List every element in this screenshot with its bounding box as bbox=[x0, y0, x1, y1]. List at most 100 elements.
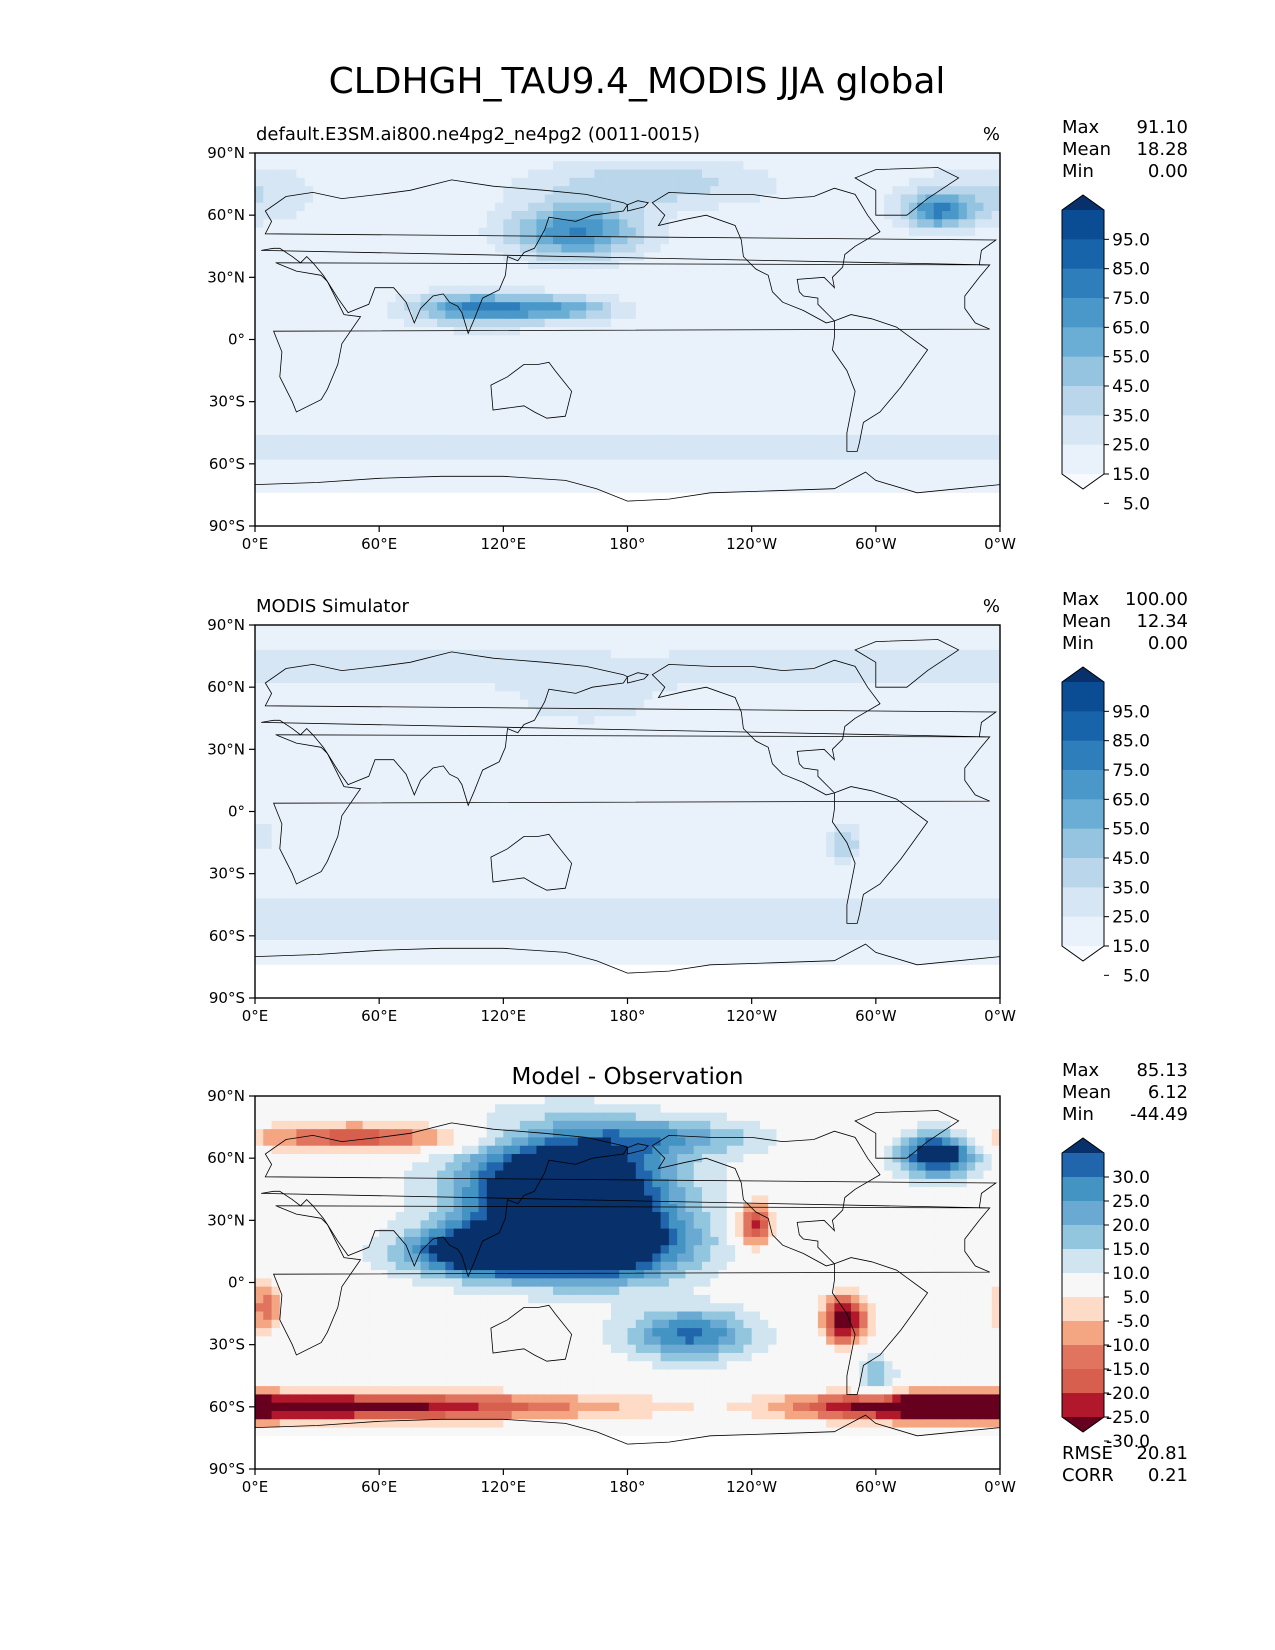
field-cell bbox=[602, 451, 612, 461]
field-cell bbox=[453, 235, 463, 245]
stat-label: Min bbox=[1062, 161, 1094, 182]
field-cell bbox=[726, 625, 736, 634]
field-cell bbox=[892, 227, 902, 237]
field-cell bbox=[428, 641, 438, 651]
field-cell bbox=[635, 451, 645, 461]
field-cell bbox=[668, 310, 678, 320]
field-cell bbox=[379, 194, 389, 204]
field-cell bbox=[519, 244, 529, 254]
field-cell bbox=[412, 393, 422, 403]
field-cell bbox=[296, 186, 306, 196]
field-cell bbox=[304, 244, 314, 254]
field-cell bbox=[370, 177, 380, 187]
field-cell bbox=[544, 202, 554, 212]
field-cell bbox=[602, 202, 612, 212]
field-cell bbox=[519, 625, 529, 634]
field-cell bbox=[958, 318, 968, 328]
field-cell bbox=[561, 235, 571, 245]
field-cell bbox=[445, 451, 455, 461]
field-cell bbox=[312, 641, 322, 651]
field-cell bbox=[851, 368, 860, 378]
field-cell bbox=[519, 641, 529, 651]
field-cell bbox=[461, 658, 471, 668]
field-cell bbox=[511, 235, 521, 245]
field-cell bbox=[875, 269, 885, 278]
field-cell bbox=[933, 252, 943, 262]
field-cell bbox=[950, 235, 960, 245]
field-cell bbox=[834, 186, 844, 196]
field-cell bbox=[668, 674, 678, 684]
field-cell bbox=[950, 443, 960, 452]
field-cell bbox=[809, 443, 819, 452]
field-cell bbox=[776, 202, 786, 212]
field-cell bbox=[851, 476, 860, 486]
field-cell bbox=[544, 351, 554, 361]
field-cell bbox=[917, 186, 927, 196]
field-cell bbox=[370, 666, 380, 676]
field-cell bbox=[685, 376, 695, 386]
field-cell bbox=[329, 252, 339, 262]
field-cell bbox=[627, 641, 637, 651]
field-cell bbox=[842, 161, 852, 171]
field-cell bbox=[354, 177, 364, 187]
field-cell bbox=[859, 633, 869, 643]
field-cell bbox=[610, 459, 620, 469]
field-cell bbox=[718, 385, 728, 394]
field-cell bbox=[685, 633, 695, 643]
field-cell bbox=[735, 244, 744, 254]
field-cell bbox=[387, 277, 397, 287]
field-cell bbox=[826, 666, 836, 676]
field-cell bbox=[652, 426, 662, 436]
field-cell bbox=[635, 467, 645, 477]
field-cell bbox=[900, 227, 910, 237]
field-cell bbox=[908, 351, 918, 361]
field-cell bbox=[925, 484, 935, 494]
field-cell bbox=[751, 244, 761, 254]
field-cell bbox=[735, 219, 744, 229]
field-cell bbox=[726, 641, 736, 651]
field-cell bbox=[337, 202, 347, 212]
field-cell bbox=[370, 418, 380, 428]
field-cell bbox=[619, 277, 629, 287]
field-cell bbox=[851, 401, 860, 411]
field-cell bbox=[553, 260, 562, 270]
field-cell bbox=[610, 318, 620, 328]
field-cell bbox=[892, 360, 902, 370]
field-cell bbox=[594, 285, 604, 295]
field-cell bbox=[619, 674, 629, 684]
field-cell bbox=[362, 443, 372, 452]
field-cell bbox=[867, 683, 877, 692]
field-cell bbox=[346, 302, 355, 312]
field-cell bbox=[536, 252, 546, 262]
field-cell bbox=[519, 484, 529, 494]
field-cell bbox=[859, 360, 869, 370]
field-cell bbox=[817, 633, 827, 643]
field-cell bbox=[892, 310, 902, 320]
field-cell bbox=[404, 666, 413, 676]
field-cell bbox=[404, 277, 413, 287]
field-cell bbox=[718, 666, 728, 676]
field-cell bbox=[561, 641, 571, 651]
field-cell bbox=[726, 658, 736, 668]
field-cell bbox=[718, 244, 728, 254]
field-cell bbox=[884, 451, 893, 461]
field-cell bbox=[975, 385, 985, 394]
field-cell bbox=[478, 649, 488, 659]
field-cell bbox=[751, 467, 761, 477]
field-cell bbox=[553, 658, 562, 668]
field-cell bbox=[346, 343, 355, 353]
field-cell bbox=[337, 658, 347, 668]
field-cell bbox=[635, 177, 645, 187]
field-cell bbox=[395, 343, 405, 353]
field-cell bbox=[801, 476, 811, 486]
field-cell bbox=[445, 443, 455, 452]
field-cell bbox=[635, 426, 645, 436]
field-cell bbox=[370, 393, 380, 403]
field-cell bbox=[851, 625, 860, 634]
y-tick-label: 60°S bbox=[209, 455, 245, 473]
field-cell bbox=[337, 219, 347, 229]
field-cell bbox=[958, 666, 968, 676]
field-cell bbox=[710, 302, 720, 312]
field-cell bbox=[693, 244, 703, 254]
field-cell bbox=[768, 393, 778, 403]
